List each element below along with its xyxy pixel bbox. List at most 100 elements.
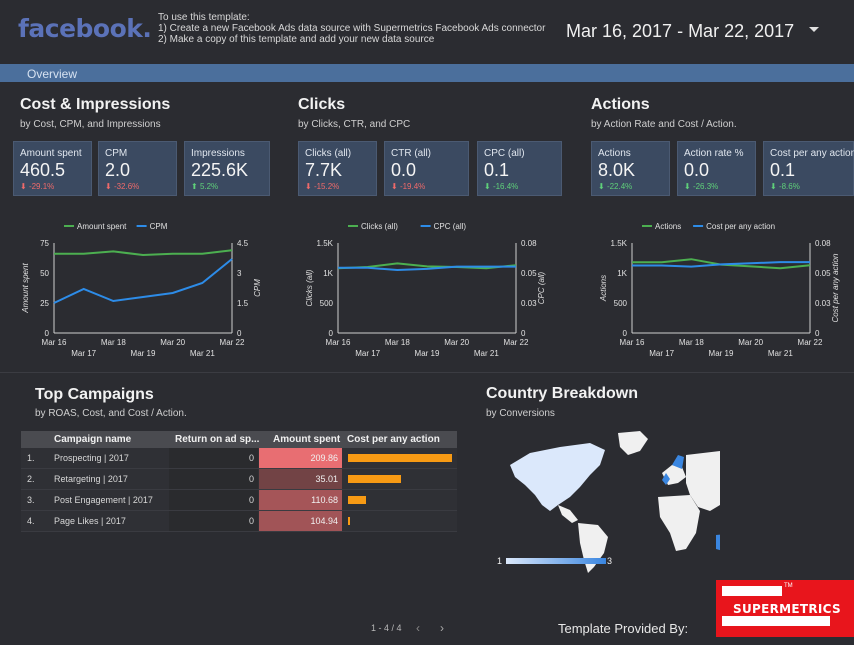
section-title-clicks: Clicks <box>298 96 346 113</box>
roas-cell: 0 <box>169 511 258 531</box>
column-header-campaign[interactable]: Campaign name <box>54 434 132 445</box>
kpi-value: 460.5 <box>20 160 66 180</box>
x-tick-label: Mar 17 <box>71 349 96 358</box>
kpi-card[interactable]: CPC (all) 0.1 ⬇ -16.4% <box>477 141 562 196</box>
campaign-name: Post Engagement | 2017 <box>54 495 153 505</box>
amount-value: 35.01 <box>315 474 338 484</box>
column-header-cpa[interactable]: Cost per any action <box>347 434 440 445</box>
x-tick-label: Mar 22 <box>504 338 529 347</box>
kpi-label: CPM <box>105 148 128 159</box>
map-legend-min: 1 <box>497 556 503 566</box>
roas-value: 0 <box>248 474 254 484</box>
roas-cell: 0 <box>169 469 258 489</box>
table-row[interactable]: 3. Post Engagement | 2017 0 110.68 <box>21 490 457 511</box>
kpi-change: ⬇ -15.2% <box>305 182 340 191</box>
table-row[interactable]: 4. Page Likes | 2017 0 104.94 <box>21 511 457 532</box>
y-axis-title: Clicks (all) <box>305 269 314 306</box>
amount-value: 104.94 <box>310 516 338 526</box>
x-tick-label: Mar 19 <box>131 349 156 358</box>
chevron-right-icon[interactable]: › <box>440 621 444 635</box>
amount-cell: 110.68 <box>259 490 342 510</box>
x-tick-label: Mar 16 <box>326 338 351 347</box>
kpi-card[interactable]: Clicks (all) 7.7K ⬇ -15.2% <box>298 141 377 196</box>
kpi-value: 0.1 <box>484 160 510 180</box>
y2-tick-label: 4.5 <box>237 239 249 248</box>
roas-value: 0 <box>248 453 254 463</box>
kpi-card[interactable]: Impressions 225.6K ⬆ 5.2% <box>184 141 270 196</box>
x-tick-label: Mar 17 <box>649 349 674 358</box>
date-range-picker[interactable]: Mar 16, 2017 - Mar 22, 2017 <box>566 21 795 41</box>
kpi-card[interactable]: CTR (all) 0.0 ⬇ -19.4% <box>384 141 469 196</box>
row-index: 2. <box>27 474 35 484</box>
greenland-region[interactable] <box>618 431 648 455</box>
y-tick-label: 1.5K <box>317 239 334 248</box>
x-tick-label: Mar 20 <box>160 338 185 347</box>
kpi-card[interactable]: Amount spent 460.5 ⬇ -29.1% <box>13 141 92 196</box>
cpa-bar <box>348 454 452 462</box>
x-tick-label: Mar 19 <box>415 349 440 358</box>
series-line-secondary[interactable] <box>632 261 810 268</box>
series-line-primary[interactable] <box>54 249 233 257</box>
instruction-line: To use this template: <box>158 12 250 23</box>
section-subtitle-cost: by Cost, CPM, and Impressions <box>20 119 161 130</box>
row-index: 4. <box>27 516 35 526</box>
kpi-change: ⬇ -19.4% <box>391 182 426 191</box>
chevron-left-icon[interactable]: ‹ <box>416 621 420 635</box>
kpi-card[interactable]: Action rate % 0.0 ⬇ -26.3% <box>677 141 756 196</box>
series-line-secondary[interactable] <box>53 258 233 304</box>
south-america-region[interactable] <box>578 523 608 573</box>
y2-axis-title: CPM <box>253 279 262 297</box>
tab-overview[interactable]: Overview <box>27 67 78 81</box>
x-tick-label: Mar 19 <box>709 349 734 358</box>
roas-cell: 0 <box>169 448 258 468</box>
roas-value: 0 <box>248 495 254 505</box>
uk-region[interactable] <box>662 473 670 485</box>
north-america-region[interactable] <box>510 443 605 511</box>
page-nav-bar: Overview <box>0 64 854 82</box>
kpi-label: Actions <box>598 148 631 159</box>
caret-down-icon[interactable] <box>809 27 819 32</box>
logo-bar <box>722 586 782 596</box>
cost-impressions-chart: Amount spent CPM 0 25 50 75 0 1.5 3 4.5 Mar 16 Mar … <box>21 222 262 358</box>
campaign-name: Page Likes | 2017 <box>54 516 126 526</box>
kpi-change: ⬇ -8.6% <box>770 182 800 191</box>
logo-tm: TM <box>784 583 793 589</box>
kpi-value: 7.7K <box>305 160 343 180</box>
kpi-label: Impressions <box>191 148 245 159</box>
scandinavia-region[interactable] <box>672 455 684 469</box>
x-tick-label: Mar 18 <box>385 338 410 347</box>
campaign-name: Prospecting | 2017 <box>54 453 129 463</box>
series-line-secondary[interactable] <box>338 265 516 272</box>
y2-axis-title: CPC (all) <box>537 271 546 304</box>
kpi-value: 225.6K <box>191 160 249 180</box>
africa-region[interactable] <box>658 495 700 551</box>
kpi-card[interactable]: Actions 8.0K ⬇ -22.4% <box>591 141 670 196</box>
pagination-label: 1 - 4 / 4 <box>371 623 402 633</box>
kpi-card[interactable]: Cost per any action 0.1 ⬇ -8.6% <box>763 141 854 196</box>
y-tick-label: 0 <box>623 329 628 338</box>
y-tick-label: 50 <box>40 269 49 278</box>
facebook-logo: facebook. <box>18 14 152 43</box>
legend-label: Actions <box>655 222 681 231</box>
table-row[interactable]: 1. Prospecting | 2017 0 209.86 <box>21 448 457 469</box>
y-tick-label: 75 <box>40 239 49 248</box>
roas-cell: 0 <box>169 490 258 510</box>
x-tick-label: Mar 17 <box>355 349 380 358</box>
asia-region[interactable] <box>686 451 720 511</box>
table-row[interactable]: 2. Retargeting | 2017 0 35.01 <box>21 469 457 490</box>
kpi-card[interactable]: CPM 2.0 ⬇ -32.6% <box>98 141 177 196</box>
central-america-region[interactable] <box>558 505 578 523</box>
y2-tick-label: 0.05 <box>815 269 831 278</box>
x-tick-label: Mar 22 <box>220 338 245 347</box>
x-tick-label: Mar 22 <box>798 338 823 347</box>
column-header-amount[interactable]: Amount spent <box>273 434 341 445</box>
supermetrics-logo[interactable]: TM SUPERMETRICS <box>716 580 854 637</box>
kpi-change: ⬇ -16.4% <box>484 182 519 191</box>
kpi-value: 0.0 <box>391 160 417 180</box>
y-tick-label: 0 <box>45 329 50 338</box>
y-tick-label: 0 <box>329 329 334 338</box>
column-header-roas[interactable]: Return on ad sp... <box>175 434 260 445</box>
australia-region[interactable] <box>716 533 720 553</box>
logo-text: SUPERMETRICS <box>733 602 841 616</box>
world-map[interactable] <box>500 425 720 575</box>
